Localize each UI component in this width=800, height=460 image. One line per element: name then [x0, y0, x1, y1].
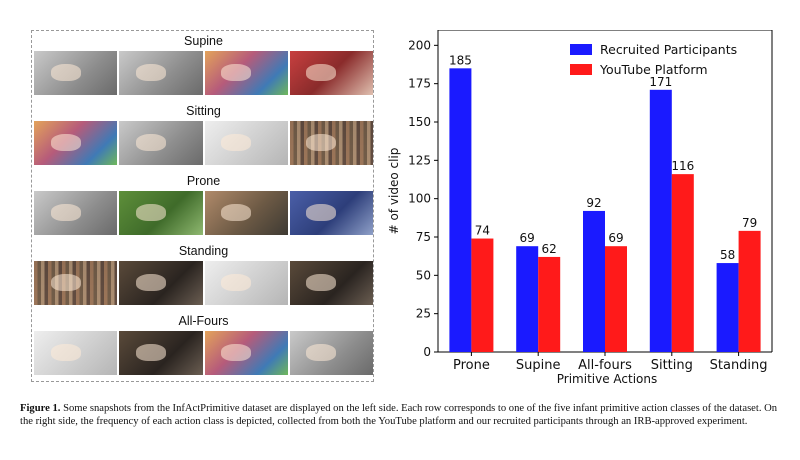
y-tick-label: 0 [423, 345, 431, 359]
snapshot-row [34, 51, 373, 95]
legend-swatch-recruited [570, 44, 592, 55]
snapshot-image [119, 121, 203, 165]
snapshot-image [204, 51, 288, 95]
bar-value-label: 185 [449, 53, 472, 67]
caption-text: Some snapshots from the InfActPrimitive … [20, 403, 778, 427]
snapshot-grid: Supine Sitting Prone Standing All-Fours [31, 30, 374, 382]
bar-recruited-prone [449, 68, 472, 353]
row-label-standing: Standing [178, 244, 229, 258]
bar-value-label: 171 [649, 75, 672, 89]
bar-recruited-all-fours [583, 210, 605, 352]
x-tick-label-standing: Standing [710, 358, 768, 373]
bar-value-label: 58 [720, 248, 735, 262]
y-tick-label: 200 [408, 38, 431, 52]
y-tick-label: 50 [416, 268, 431, 282]
snapshot-image [289, 51, 373, 95]
snapshot-image [119, 261, 203, 305]
snapshot-image [204, 191, 288, 235]
figure-caption: Figure 1. Some snapshots from the InfAct… [20, 402, 780, 428]
row-label-sitting: Sitting [186, 104, 221, 118]
bar-youtube-sitting [671, 174, 694, 352]
action-frequency-chart: 0 25 50 75 100 125 150 175 200 # of video clip 185… [387, 30, 773, 386]
x-tick-label-sitting: Sitting [651, 358, 693, 373]
y-tick-label: 175 [408, 77, 431, 91]
bar-value-label: 92 [586, 196, 601, 210]
y-axis-label: # of video clip [387, 148, 401, 235]
snapshot-row [34, 331, 373, 375]
row-label-prone: Prone [186, 174, 221, 188]
snapshot-image [289, 331, 373, 375]
bar-value-label: 116 [671, 159, 694, 173]
bar-value-label: 69 [520, 231, 535, 245]
snapshot-image [34, 191, 118, 235]
bar-youtube-prone [471, 238, 494, 352]
y-tick-label: 25 [416, 307, 431, 321]
snapshot-image [289, 121, 373, 165]
snapshot-image [204, 261, 288, 305]
caption-label: Figure 1. [20, 403, 61, 414]
y-tick-label: 75 [416, 230, 431, 244]
bar-recruited-supine [516, 246, 539, 352]
legend-swatch-youtube [570, 64, 592, 75]
snapshot-image [204, 331, 288, 375]
snapshot-image [204, 121, 288, 165]
x-tick-label-prone: Prone [453, 358, 490, 373]
snapshot-image [34, 331, 118, 375]
bar-youtube-standing [738, 230, 761, 352]
snapshot-image [289, 191, 373, 235]
legend-label-youtube: YouTube Platform [599, 62, 708, 77]
snapshot-row [34, 121, 373, 165]
snapshot-image [34, 121, 118, 165]
snapshot-row [34, 261, 373, 305]
x-tick-label-supine: Supine [516, 358, 561, 373]
bar-value-label: 62 [542, 242, 557, 256]
bar-value-label: 79 [742, 216, 757, 230]
y-tick-label: 100 [408, 192, 431, 206]
snapshot-image [34, 261, 118, 305]
bar-youtube-all-fours [605, 246, 627, 352]
snapshot-image [119, 51, 203, 95]
snapshot-image [119, 331, 203, 375]
snapshot-row [34, 191, 373, 235]
snapshot-image [119, 191, 203, 235]
bar-value-label: 74 [475, 224, 490, 238]
row-label-all-fours: All-Fours [178, 314, 229, 328]
x-axis-label: Primitive Actions [557, 372, 658, 386]
bar-youtube-supine [538, 256, 561, 352]
y-tick-label: 150 [408, 115, 431, 129]
x-tick-label-all-fours: All-fours [578, 358, 632, 373]
bar-value-label: 69 [608, 231, 623, 245]
legend-label-recruited: Recruited Participants [600, 42, 737, 57]
snapshot-image [34, 51, 118, 95]
y-tick-label: 125 [408, 153, 431, 167]
snapshot-image [289, 261, 373, 305]
bar-recruited-standing [716, 263, 739, 352]
bar-recruited-sitting [649, 89, 672, 353]
row-label-supine: Supine [184, 34, 223, 48]
